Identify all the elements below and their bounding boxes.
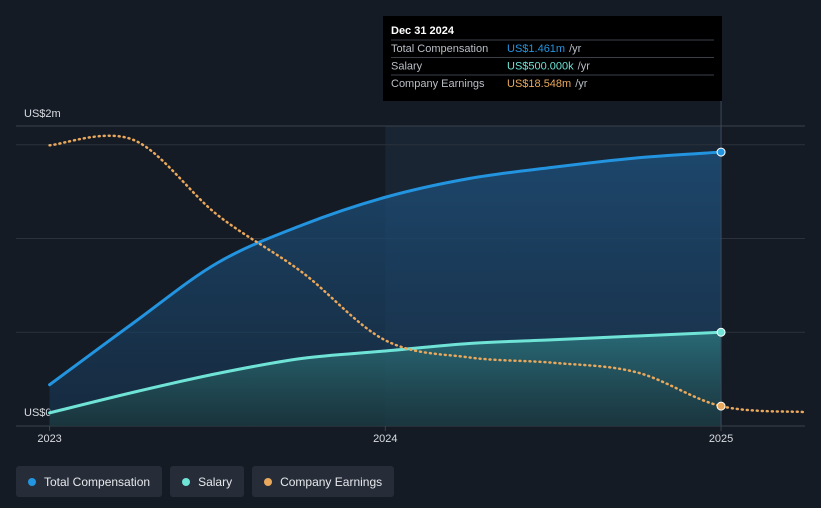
legend-item[interactable]: Total Compensation [16, 466, 163, 497]
x-tick-label: 2023 [37, 433, 61, 445]
line [48, 134, 807, 414]
tooltip-label: Company Earnings [391, 78, 485, 90]
x-tick-label: 2025 [709, 433, 733, 445]
legend: Total Compensation Salary Company Earnings [16, 466, 395, 497]
tooltip-date: Dec 31 2024 [391, 25, 455, 37]
tooltip-label: Total Compensation [391, 43, 488, 55]
x-tick-label: 2024 [373, 433, 397, 445]
tooltip-unit: /yr [575, 78, 588, 90]
area [49, 332, 722, 426]
legend-swatch [28, 477, 36, 486]
legend-item[interactable]: Salary [170, 466, 245, 497]
hover-dot [716, 147, 726, 157]
y-axis-bottom-label: US$0 [24, 407, 52, 419]
legend-label: Total Compensation [44, 474, 151, 489]
legend-label: Company Earnings [280, 474, 383, 489]
legend-label: Salary [198, 474, 233, 489]
line [48, 330, 723, 415]
tooltip-value: US$1.461m [507, 43, 565, 55]
legend-swatch [182, 477, 191, 486]
chart: US$2m US$0 2023 2024 2025 Dec 31 2024 Total Co… [16, 16, 807, 445]
tooltip [383, 16, 722, 101]
tooltip-unit: /yr [569, 43, 582, 55]
tooltip-value: US$18.548m [507, 78, 571, 90]
hover-dot [716, 401, 726, 411]
tooltip-unit: /yr [578, 60, 591, 72]
tooltip-label: Salary [391, 60, 423, 72]
y-axis-top-label: US$2m [24, 108, 61, 120]
legend-swatch [264, 477, 273, 486]
tooltip-value: US$500.000k [507, 60, 574, 72]
line [48, 150, 723, 387]
legend-item[interactable]: Company Earnings [252, 466, 395, 497]
hover-dot [716, 327, 726, 337]
